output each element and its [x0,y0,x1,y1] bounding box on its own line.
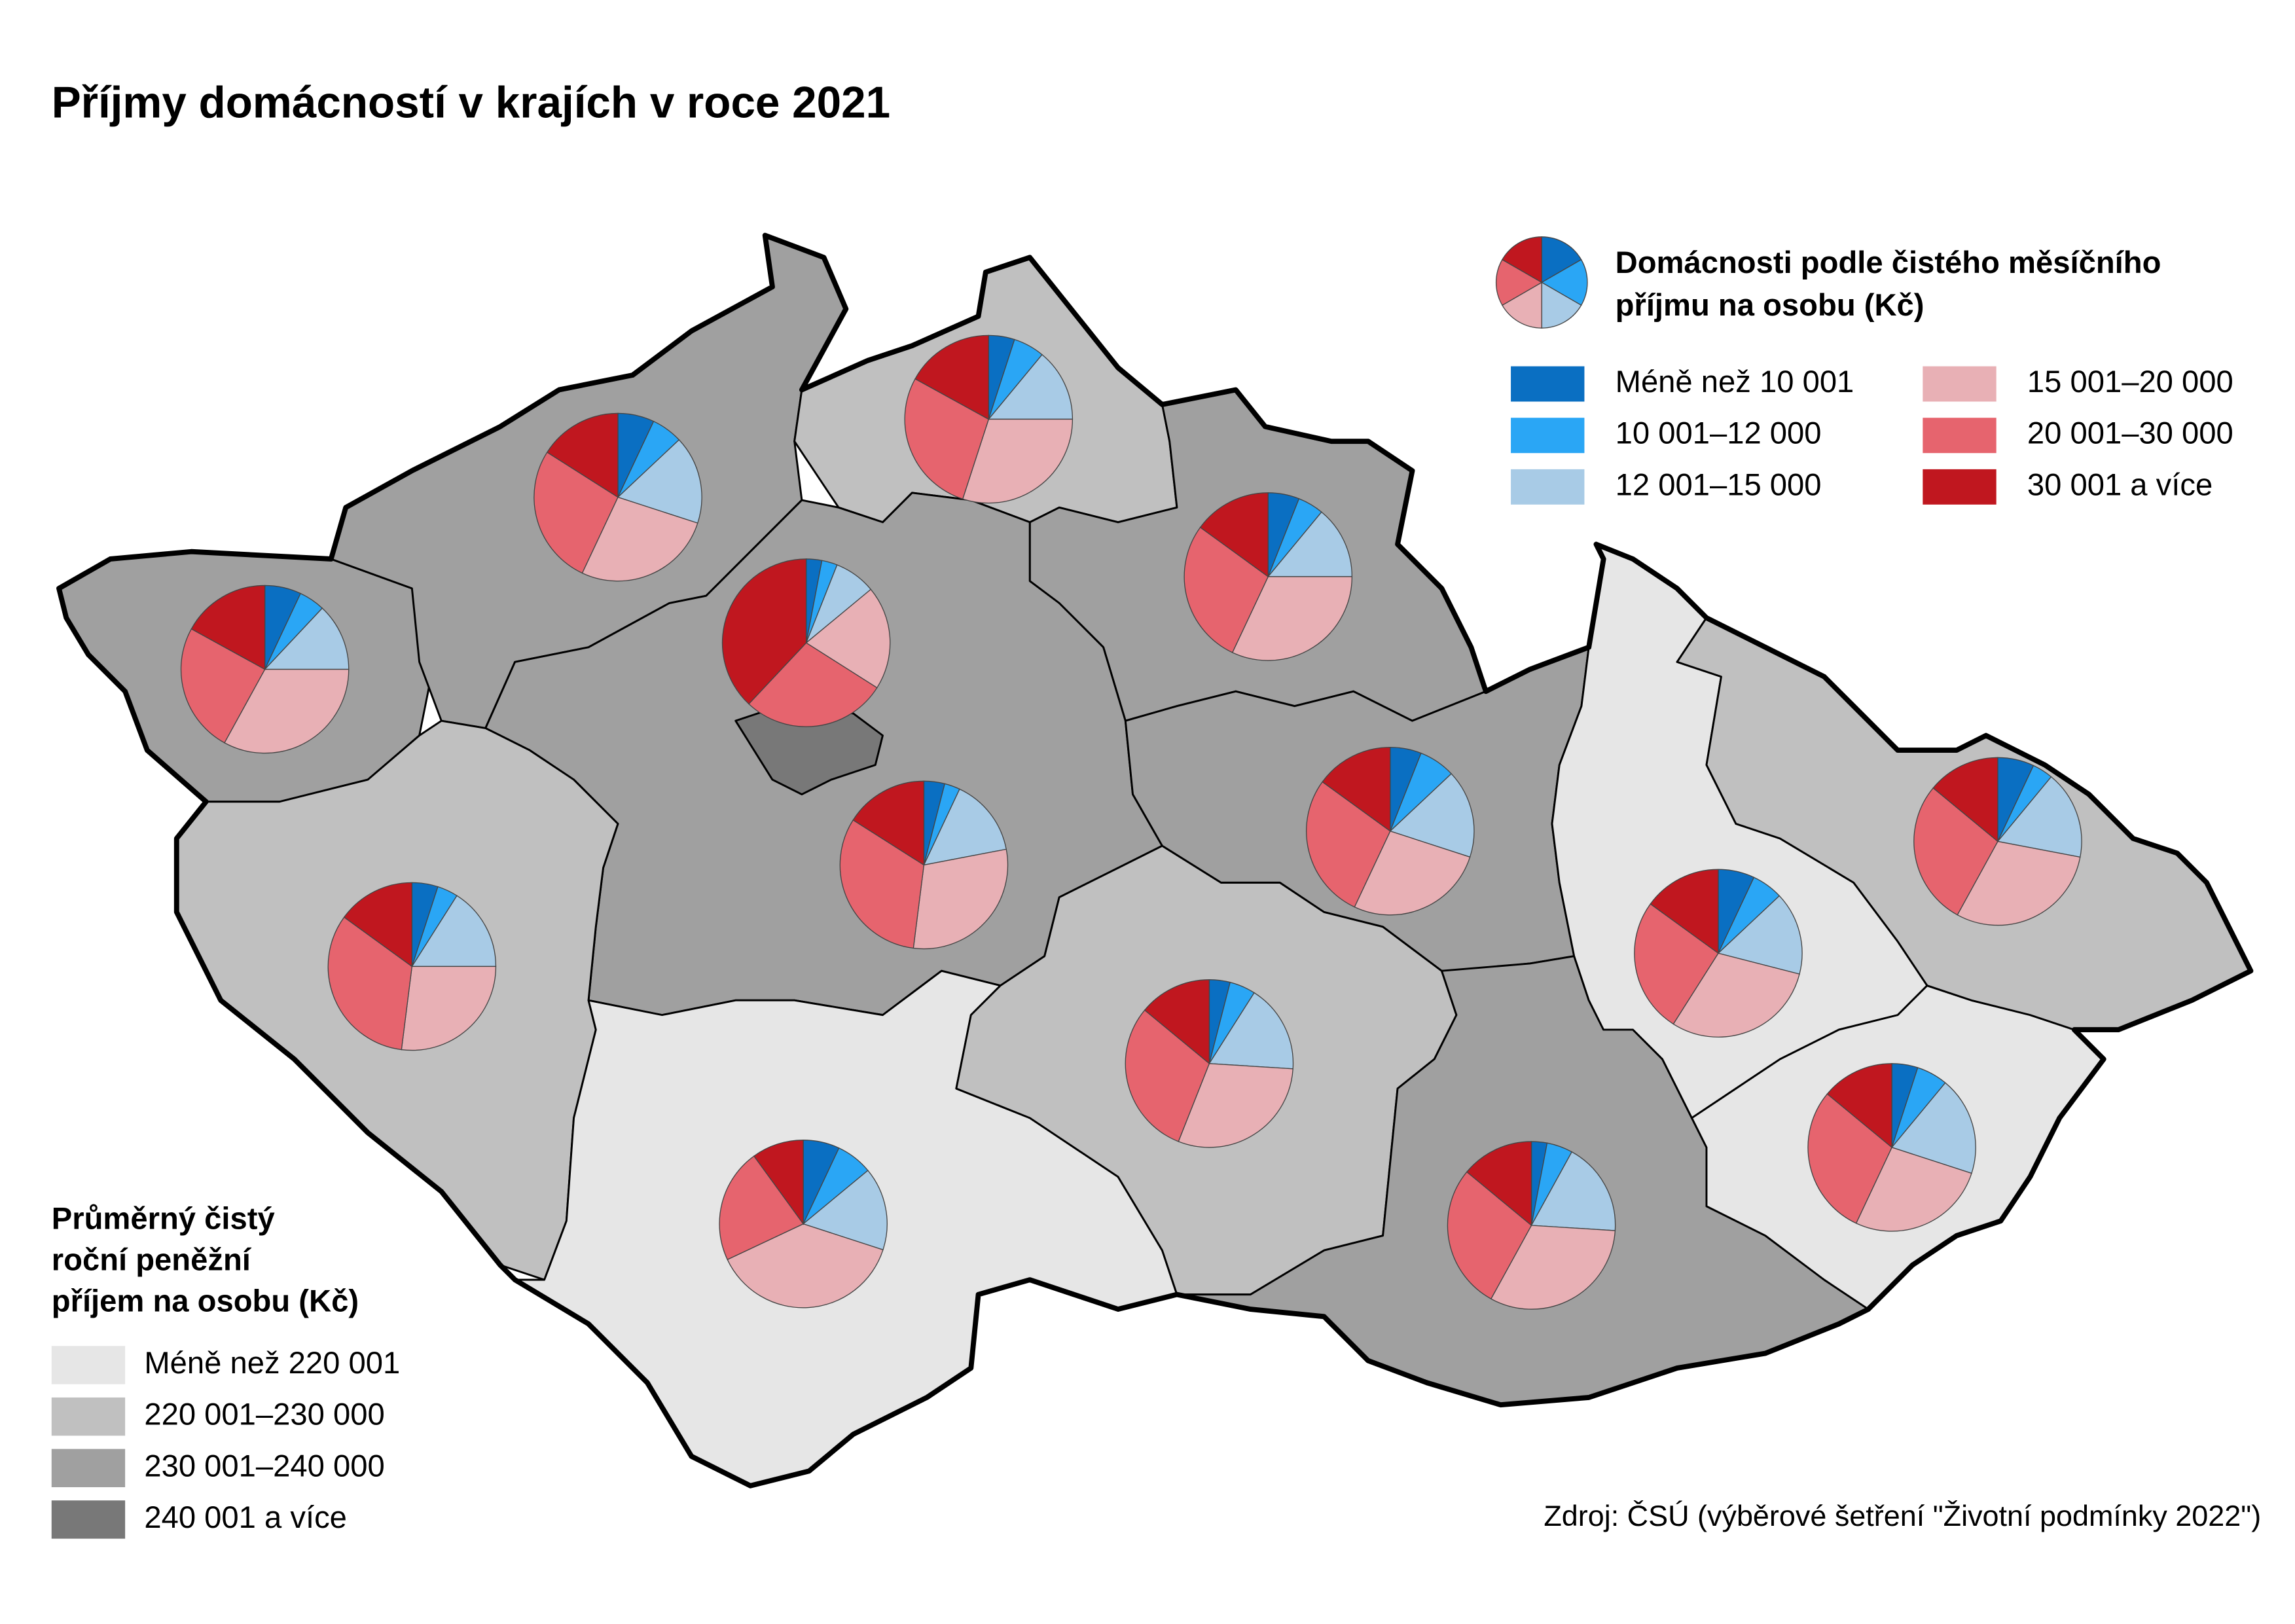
pie-slice [748,642,878,727]
pie-slice [1672,952,1800,1038]
legend-pie-icon [1502,236,1542,283]
pie-slice [1890,1082,1976,1174]
pie-slice [1231,576,1353,661]
pie-slice [962,418,1074,504]
pie-slice [1634,903,1719,1025]
pie-slice [1466,1141,1532,1227]
pie-slice [914,334,989,420]
legend-swatch [51,1449,126,1488]
legend-label: 10 001–12 000 [1616,416,1822,451]
pie-slice [1208,992,1294,1070]
legend-label: Méně než 10 001 [1616,365,1854,399]
legend-pie-icon [1502,281,1542,329]
pie-slice [904,378,990,500]
legend-title: příjmu na osobu (Kč) [1616,288,1925,323]
legend-title: roční peněžní [52,1243,252,1278]
pie-slice [546,412,619,498]
pie-slice [1957,840,2081,926]
legend-pie-icon [1541,281,1582,329]
pie-slice [1717,895,1803,975]
legend-pie-icon [1541,236,1582,283]
pie-slice [1932,757,1998,842]
legend-swatch [1923,469,1997,505]
pie-slice [343,882,413,967]
legend-label: 220 001–230 000 [144,1398,384,1432]
pie-slice [721,558,807,705]
pie-slice [805,588,891,689]
pie-slice [1650,869,1719,954]
legend-label: Méně než 220 001 [144,1346,400,1380]
pie-slice [1144,979,1210,1065]
pie-slice [753,1139,804,1225]
pie-slice [802,1170,888,1251]
legend-pie-icon [1496,259,1543,306]
pie-slice [1490,1225,1616,1310]
pie-slice [1913,787,1998,916]
pie-slice [180,628,266,744]
pie-slice [1807,1093,1892,1224]
pie-slice [411,895,497,967]
pie-slice [1125,1009,1210,1142]
legend-label: 30 001 a více [2027,467,2213,502]
pie-slice [581,496,698,582]
legend-swatch [51,1397,126,1436]
pie-slice [224,668,350,754]
pie-slice [190,585,266,670]
pie-slice [264,607,350,670]
pie-slice [1267,511,1353,577]
source-note: Zdroj: ČSÚ (výběrové šetření "Životní po… [1544,1499,2261,1532]
legend-swatch [1511,469,1585,505]
pie-slice [1184,526,1269,653]
legend-swatch [1511,366,1585,402]
legend-swatch [1923,418,1997,454]
legend-title: Domácnosti podle čistého měsíčního [1616,245,2161,280]
pie-slice [1322,746,1391,833]
legend-label: 240 001 a více [144,1500,347,1535]
legend-label: 12 001–15 000 [1616,467,1822,502]
pie-slice [1447,1171,1532,1300]
pie-slice [1389,773,1475,858]
pie-slice [1178,1063,1293,1148]
pie-slice [727,1223,884,1308]
pie-slice [1530,1151,1616,1231]
pie-slice [923,788,1007,866]
legend-swatch [1923,366,1997,402]
legend-title: Průměrný čistý [52,1202,275,1236]
legend-label: 15 001–20 000 [2027,365,2233,399]
pie-slice [1997,776,2082,858]
legend-title: příjem na osobu (Kč) [52,1284,359,1319]
map-title: Příjmy domácností v krajích v roce 2021 [52,79,890,128]
pie-slice [327,916,413,1051]
pie-slice [1855,1147,1972,1232]
legend-swatch [51,1346,126,1384]
legend-label: 20 001–30 000 [2027,416,2233,451]
pie-slice [533,452,619,574]
pie-slice [987,353,1074,420]
legend-swatch [1511,418,1585,454]
state-border [56,232,2254,1489]
pie-slice [852,780,925,866]
legend-label: 230 001–240 000 [144,1449,384,1483]
pie-slice [1306,781,1391,908]
pie-slice [617,439,702,524]
pie-slice [1199,492,1269,578]
legend-pie-icon [1540,259,1588,306]
pie-slice [913,848,1009,950]
legend-swatch [51,1500,126,1539]
pie-slice [1826,1063,1892,1149]
pie-slice [719,1155,804,1261]
pie-slice [401,965,497,1051]
pie-slice [1354,830,1471,916]
